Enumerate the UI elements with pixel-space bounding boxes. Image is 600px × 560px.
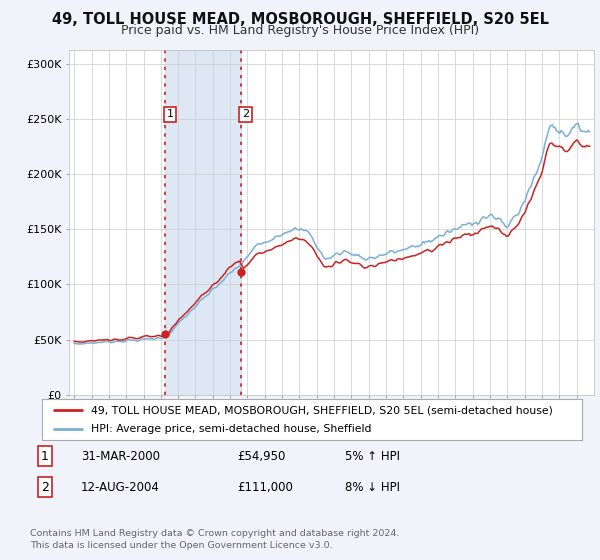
Text: £111,000: £111,000 — [237, 480, 293, 494]
Text: 12-AUG-2004: 12-AUG-2004 — [81, 480, 160, 494]
Text: 2: 2 — [242, 109, 250, 119]
Text: Price paid vs. HM Land Registry's House Price Index (HPI): Price paid vs. HM Land Registry's House … — [121, 24, 479, 36]
Text: £54,950: £54,950 — [237, 450, 286, 463]
Text: 1: 1 — [167, 109, 173, 119]
Bar — [165, 50, 241, 395]
Text: Contains HM Land Registry data © Crown copyright and database right 2024.
This d: Contains HM Land Registry data © Crown c… — [30, 529, 400, 550]
Text: 49, TOLL HOUSE MEAD, MOSBOROUGH, SHEFFIELD, S20 5EL (semi-detached house): 49, TOLL HOUSE MEAD, MOSBOROUGH, SHEFFIE… — [91, 405, 553, 415]
Text: HPI: Average price, semi-detached house, Sheffield: HPI: Average price, semi-detached house,… — [91, 424, 371, 433]
Text: 31-MAR-2000: 31-MAR-2000 — [81, 450, 160, 463]
Text: 1: 1 — [41, 450, 49, 463]
Text: 5% ↑ HPI: 5% ↑ HPI — [345, 450, 400, 463]
Text: 2: 2 — [41, 480, 49, 494]
Text: 8% ↓ HPI: 8% ↓ HPI — [345, 480, 400, 494]
Text: 49, TOLL HOUSE MEAD, MOSBOROUGH, SHEFFIELD, S20 5EL: 49, TOLL HOUSE MEAD, MOSBOROUGH, SHEFFIE… — [52, 12, 548, 27]
